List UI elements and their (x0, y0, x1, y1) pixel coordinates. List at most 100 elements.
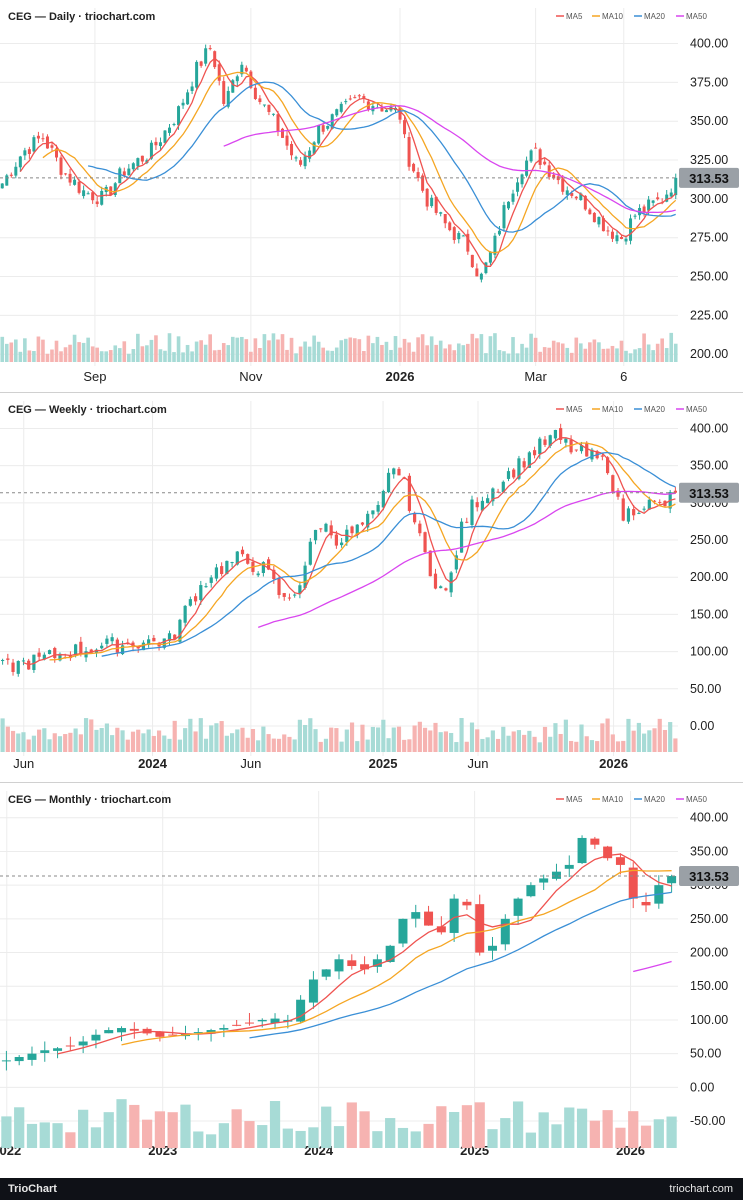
candle-body (326, 125, 330, 129)
candle-body (624, 238, 628, 242)
candle-body (209, 577, 213, 583)
candle-body (293, 594, 297, 596)
y-tick-label: 0.00 (690, 1080, 714, 1094)
volume-bar (167, 1112, 178, 1148)
volume-bar (576, 1108, 588, 1148)
candle-body (553, 429, 558, 439)
volume-bar (438, 732, 443, 752)
candle-body (131, 163, 135, 170)
candle-body (220, 566, 224, 575)
candle-body (452, 227, 456, 241)
candle-body (41, 138, 45, 140)
volume-bar (214, 723, 219, 752)
legend-label: MA20 (644, 795, 665, 804)
volume-bar (257, 1125, 268, 1148)
candle-body (407, 137, 411, 167)
candle-body (172, 124, 176, 126)
volume-bar (384, 341, 389, 362)
candle-body (74, 644, 78, 656)
volume-bar (516, 730, 522, 752)
volume-bar (490, 730, 495, 752)
volume-bar (558, 733, 563, 752)
volume-bar (185, 344, 190, 362)
volume-bar (525, 1132, 537, 1148)
candle-body (525, 160, 529, 176)
candle-body (384, 110, 388, 113)
volume-bar (407, 739, 412, 752)
volume-bar (344, 729, 349, 752)
volume-bar (522, 734, 527, 752)
volume-bar (474, 1102, 485, 1148)
volume-bar (669, 332, 674, 362)
candle-body (285, 135, 289, 146)
volume-bar (245, 737, 250, 752)
candle-body (270, 1018, 280, 1024)
candle-body (360, 522, 365, 525)
volume-bar (615, 1127, 626, 1148)
volume-bar (657, 718, 662, 752)
volume-bar (57, 736, 63, 752)
legend-label: MA50 (686, 12, 707, 21)
volume-bar (411, 351, 416, 362)
y-tick-label: 400.00 (690, 37, 728, 51)
volume-bar (551, 1124, 562, 1148)
volume-bar (500, 1118, 511, 1148)
volume-bar (104, 351, 109, 362)
candle-body (18, 156, 22, 168)
volume-bar (556, 342, 561, 362)
volume-bar (94, 729, 99, 752)
candle-body (543, 161, 547, 165)
volume-bar (628, 1111, 639, 1148)
volume-bar (647, 730, 652, 752)
candle-body (632, 509, 636, 516)
volume-bar (90, 1127, 102, 1148)
volume-bar (564, 1107, 575, 1148)
candle-body (626, 508, 631, 522)
x-tick-label: 2024 (138, 756, 168, 771)
candle-body (53, 1048, 63, 1051)
candle-body (496, 491, 500, 493)
candle-body (381, 490, 385, 508)
candle-body (561, 178, 565, 192)
y-tick-label: 225.00 (690, 308, 728, 322)
volume-bar (652, 728, 657, 752)
volume-bar (353, 338, 357, 362)
site-link[interactable]: triochart.com (669, 1183, 733, 1195)
volume-bar (116, 1099, 127, 1148)
volume-bar (365, 739, 370, 752)
volume-bar (0, 718, 5, 752)
volume-bar (303, 341, 307, 362)
volume-bar (633, 349, 637, 362)
volume-bar (117, 348, 122, 362)
volume-bar (560, 343, 565, 362)
volume-bar (77, 342, 81, 362)
candle-body (548, 435, 552, 446)
volume-bar (115, 727, 120, 752)
y-tick-label: 250.00 (690, 533, 728, 547)
volume-bar (218, 1123, 229, 1148)
candle-body (127, 168, 131, 176)
volume-bar (249, 351, 253, 362)
volume-bar (73, 728, 78, 752)
candle-body (459, 521, 464, 553)
volume-bar (127, 353, 131, 362)
volume-bar (52, 1123, 63, 1148)
volume-bar (461, 1105, 473, 1148)
candle-body (637, 512, 641, 514)
volume-bar (542, 726, 548, 752)
volume-bar (235, 337, 240, 362)
candle-body (651, 200, 655, 203)
volume-bar (212, 350, 217, 362)
ma20-line (249, 891, 672, 1039)
volume-bar (120, 730, 125, 752)
candle-body (256, 573, 260, 576)
candle-body (195, 61, 199, 88)
candle-body (118, 168, 122, 184)
candle-body (136, 158, 140, 167)
candle-body (641, 901, 651, 906)
volume-bar (125, 739, 130, 752)
candle-body (21, 660, 26, 662)
candle-body (665, 194, 669, 202)
candle-body (570, 192, 574, 196)
candle-body (32, 654, 36, 671)
